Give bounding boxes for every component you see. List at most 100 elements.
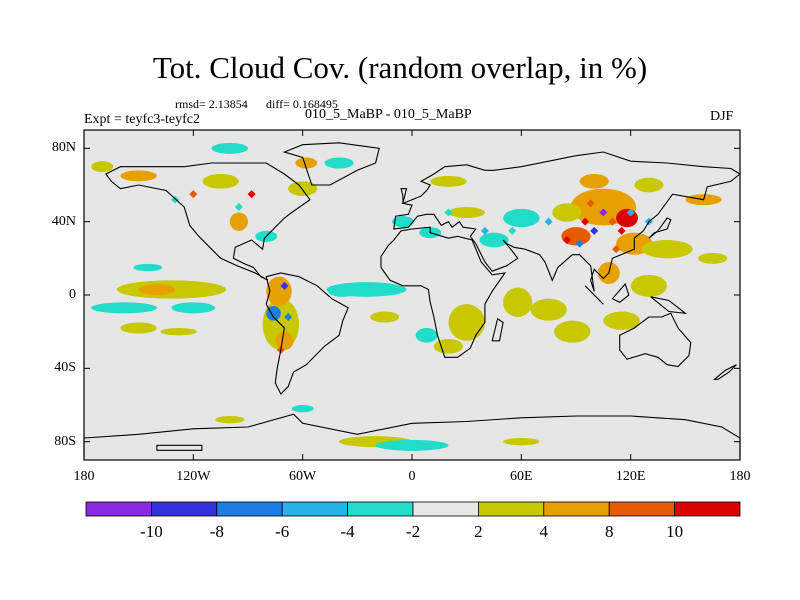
- anomaly-speckle: [599, 208, 608, 217]
- coastline: [156, 444, 203, 451]
- anomaly-patch: [324, 157, 354, 169]
- anomaly-patch: [415, 328, 438, 343]
- colorbar-box: [150, 501, 218, 517]
- colorbar-label: -10: [140, 522, 163, 541]
- diff-value: diff= 0.168495: [266, 97, 338, 111]
- colorbar: [85, 501, 741, 517]
- anomaly-patch: [160, 328, 197, 336]
- lon-tick-label: 120E: [615, 469, 646, 484]
- anomaly-patch: [120, 170, 157, 182]
- lon-tick-label: 0: [408, 469, 416, 484]
- anomaly-patch: [229, 212, 248, 231]
- anomaly-speckle: [480, 226, 489, 235]
- coastline: [648, 217, 672, 239]
- anomaly-speckle: [247, 190, 256, 199]
- coastline: [491, 317, 504, 342]
- lat-tick-label: 40S: [54, 360, 76, 376]
- anomaly-patch: [530, 298, 567, 321]
- anomaly-patch: [630, 274, 668, 297]
- anomaly-speckle: [608, 217, 617, 226]
- anomaly-patch: [479, 232, 509, 248]
- colorbar-box: [608, 501, 676, 517]
- coastline: [712, 364, 737, 380]
- anomaly-patch: [603, 311, 640, 330]
- anomaly-patch: [370, 311, 400, 323]
- season-label: DJF: [710, 109, 734, 124]
- anomaly-speckle: [508, 226, 517, 235]
- anomaly-field: [84, 130, 740, 460]
- anomaly-patch: [430, 175, 467, 187]
- lon-tick-label: 60E: [510, 469, 533, 484]
- anomaly-patch: [391, 216, 414, 228]
- anomaly-speckle: [581, 217, 590, 226]
- anomaly-speckle: [284, 313, 293, 321]
- lat-tick-label: 0: [69, 287, 76, 302]
- anomaly-speckle: [234, 203, 243, 211]
- coastline: [380, 226, 507, 358]
- anomaly-patch: [91, 161, 114, 173]
- axis-ticks: [83, 130, 741, 460]
- coastline: [611, 282, 630, 303]
- lat-tick-label: 80S: [54, 433, 76, 449]
- anomaly-patch: [375, 439, 449, 451]
- coastline: [400, 188, 408, 204]
- anomaly-patch: [275, 331, 294, 351]
- period-label: 010_5_MaBP - 010_5_MaBP: [305, 107, 472, 122]
- colorbar-label: 8: [604, 522, 614, 541]
- anomaly-speckle: [189, 190, 198, 199]
- coastline: [584, 285, 604, 305]
- colorbar-box: [281, 501, 349, 517]
- colorbar-box: [412, 501, 479, 517]
- anomaly-patch: [120, 322, 157, 334]
- colorbar-label: 10: [666, 522, 684, 541]
- colorbar-box: [216, 501, 283, 517]
- anomaly-patch: [133, 263, 163, 272]
- coastline: [650, 296, 688, 315]
- anomaly-speckle: [590, 226, 599, 235]
- colorbar-label: -6: [275, 522, 290, 541]
- anomaly-patch: [698, 252, 728, 264]
- lon-tick-label: 180: [73, 469, 95, 484]
- colorbar-box: [477, 501, 545, 517]
- anomaly-speckle: [612, 245, 621, 254]
- anomaly-patch: [215, 416, 245, 424]
- lon-tick-label: 180: [729, 469, 751, 484]
- lat-tick-label: 40N: [51, 213, 76, 229]
- anomaly-speckle: [544, 217, 553, 226]
- anomaly-patch: [634, 177, 664, 193]
- anomaly-speckle: [562, 236, 571, 244]
- anomaly-speckle: [444, 208, 453, 217]
- lon-tick-label: 60W: [289, 469, 317, 484]
- coastline: [619, 312, 692, 368]
- anomaly-patch: [295, 157, 318, 169]
- anomaly-patch: [616, 208, 638, 228]
- experiment-label: Expt = teyfc3-teyfc2: [84, 112, 200, 127]
- colorbar-label: -8: [209, 522, 224, 541]
- colorbar-box: [347, 501, 414, 517]
- anomaly-patch: [554, 320, 591, 343]
- anomaly-patch: [552, 203, 582, 222]
- anomaly-speckle: [617, 226, 626, 235]
- coastline: [393, 151, 741, 292]
- anomaly-patch: [503, 287, 533, 318]
- colorbar-label: 2: [474, 522, 483, 541]
- anomaly-patch: [202, 174, 239, 189]
- anomaly-patch: [288, 181, 318, 197]
- rmsd-value: rmsd= 2.13854: [175, 97, 248, 111]
- coastline: [265, 272, 349, 395]
- anomaly-patch: [211, 142, 248, 154]
- anomaly-patch: [433, 339, 464, 354]
- anomaly-patch: [291, 405, 314, 413]
- colorbar-label: -2: [405, 522, 421, 541]
- colorbar-label: -4: [340, 522, 355, 541]
- anomaly-speckle: [575, 239, 584, 248]
- lon-tick-label: 120W: [176, 469, 211, 484]
- anomaly-patch: [503, 208, 540, 228]
- colorbar-box: [674, 501, 741, 517]
- anomaly-patch: [579, 174, 609, 189]
- colorbar-box: [85, 501, 152, 517]
- anomaly-patch: [171, 302, 216, 314]
- coastline: [105, 162, 311, 281]
- anomaly-patch: [328, 285, 358, 297]
